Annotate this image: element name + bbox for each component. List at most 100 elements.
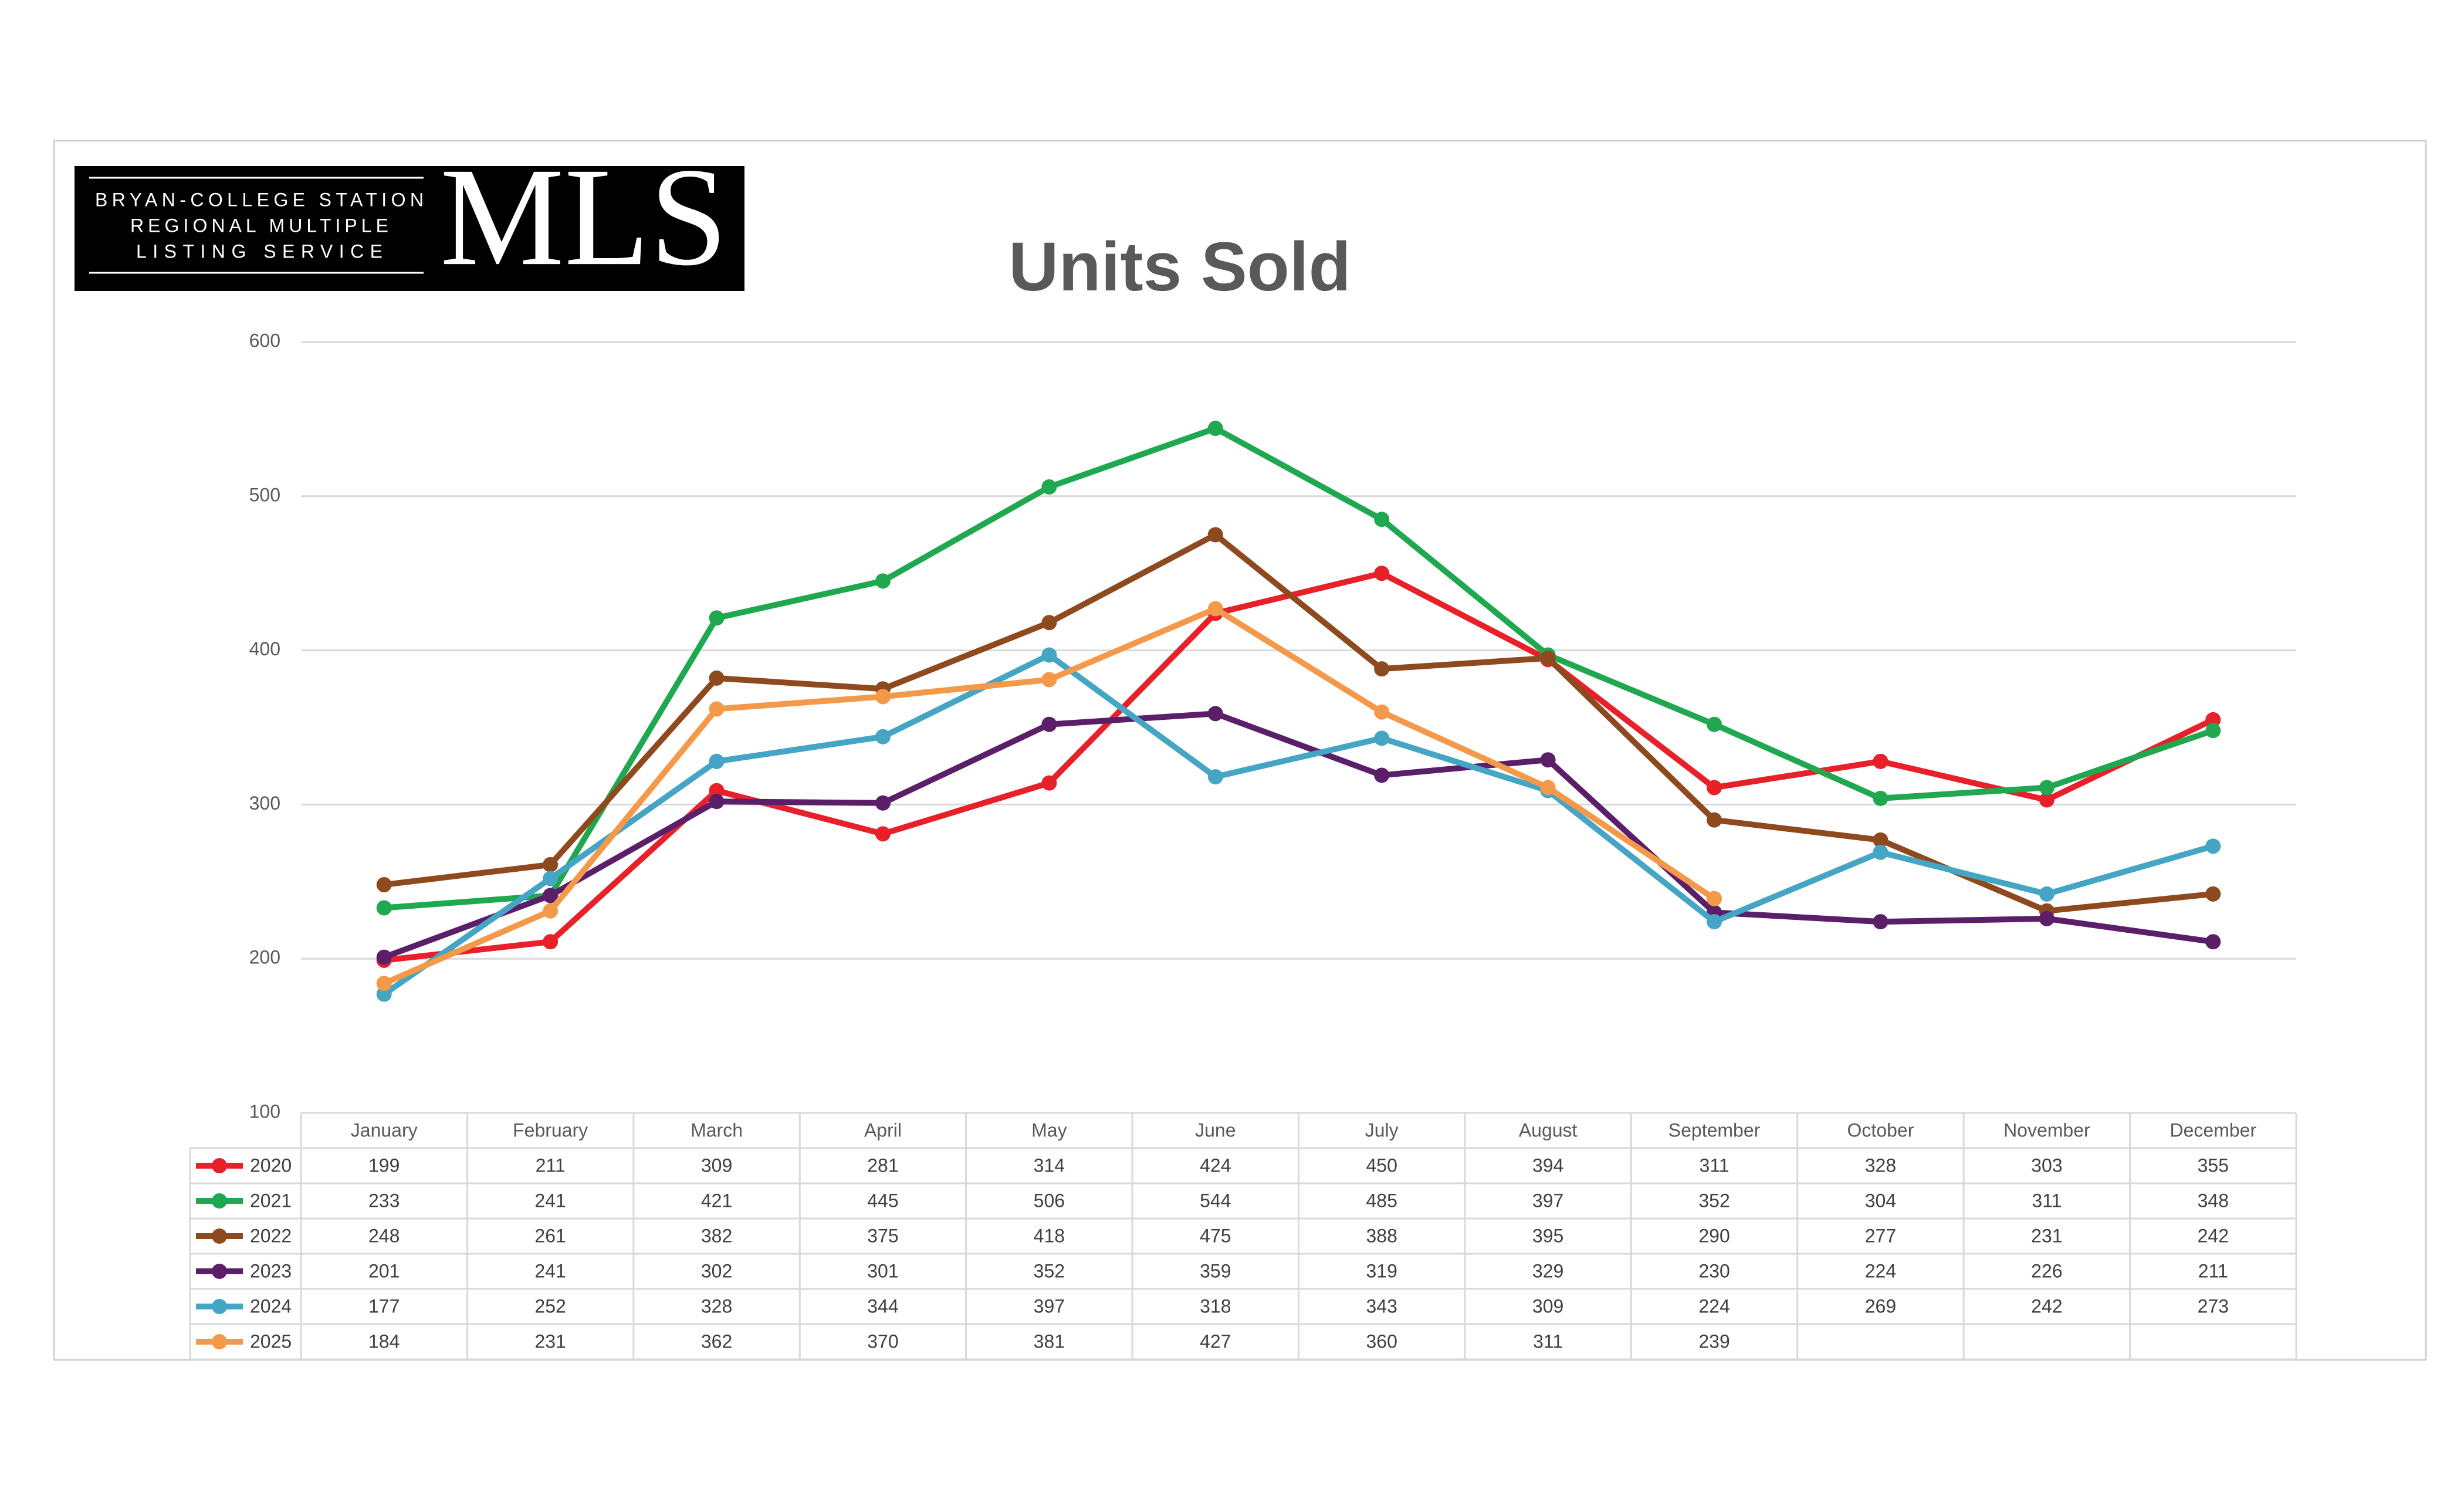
table-value: 362 [701, 1331, 732, 1352]
point [543, 857, 559, 872]
table-value: 475 [1200, 1225, 1231, 1246]
legend-swatch [212, 1299, 227, 1314]
series-line [384, 532, 2213, 914]
table-value: 424 [1200, 1155, 1231, 1176]
point [1540, 752, 1556, 768]
legend-swatch [212, 1264, 227, 1279]
table-value: 418 [1034, 1225, 1065, 1246]
table-value: 231 [2031, 1225, 2062, 1246]
table-value: 343 [1366, 1295, 1397, 1316]
point [1707, 812, 1722, 828]
table-value: 184 [368, 1331, 400, 1352]
logo-mark: MLS [440, 138, 727, 295]
table-value: 252 [534, 1295, 566, 1316]
point [875, 795, 891, 811]
point [1041, 615, 1057, 631]
point [2039, 792, 2055, 808]
x-tick-label: June [1195, 1119, 1236, 1140]
table-value: 319 [1366, 1260, 1397, 1281]
table-value: 230 [1698, 1260, 1729, 1281]
logo-text: BRYAN-COLLEGE STATION [95, 189, 424, 210]
table-value: 359 [1200, 1260, 1231, 1281]
table-value: 352 [1698, 1190, 1729, 1211]
table-value: 273 [2198, 1295, 2229, 1316]
table-value: 241 [534, 1190, 566, 1211]
point [1041, 647, 1057, 663]
table-value: 445 [867, 1190, 898, 1211]
table-value: 177 [368, 1295, 400, 1316]
y-tick-label: 600 [249, 330, 280, 351]
point [875, 826, 891, 842]
x-tick-label: May [1031, 1119, 1067, 1140]
point [875, 573, 891, 589]
legend-label: 2024 [250, 1295, 292, 1316]
table-value: 304 [1865, 1190, 1896, 1211]
table-value: 201 [368, 1260, 400, 1281]
point [709, 783, 725, 798]
table-value: 397 [1532, 1190, 1563, 1211]
table-value: 301 [867, 1260, 898, 1281]
table-value: 242 [2198, 1225, 2229, 1246]
table-value: 355 [2198, 1155, 2229, 1176]
table-value: 277 [1865, 1225, 1896, 1246]
table-value: 226 [2031, 1260, 2062, 1281]
table-value: 239 [1698, 1331, 1729, 1352]
point [1041, 716, 1057, 732]
table-value: 309 [1532, 1295, 1563, 1316]
table-value: 224 [1865, 1260, 1896, 1281]
table-value: 242 [2031, 1295, 2062, 1316]
table-value: 311 [2032, 1190, 2062, 1211]
chart-title: Units Sold [1008, 228, 1351, 306]
table-value: 311 [1700, 1155, 1729, 1176]
table-value: 395 [1532, 1225, 1563, 1246]
point [2205, 838, 2221, 854]
table-value: 381 [1034, 1331, 1065, 1352]
point [1707, 716, 1722, 732]
table-value: 427 [1200, 1331, 1231, 1352]
x-tick-label: October [1847, 1119, 1914, 1140]
table-value: 360 [1366, 1331, 1397, 1352]
table-value: 348 [2198, 1190, 2229, 1211]
point [1041, 479, 1057, 495]
point [709, 794, 725, 810]
legend-label: 2025 [250, 1331, 292, 1352]
point [1540, 650, 1556, 666]
point [1207, 527, 1223, 543]
point [1873, 914, 1888, 930]
point [709, 670, 725, 686]
table-value: 199 [368, 1155, 400, 1176]
point [2205, 934, 2221, 950]
point [1873, 844, 1888, 860]
series-line [384, 425, 2214, 911]
x-tick-label: July [1365, 1119, 1399, 1140]
table-value: 485 [1366, 1190, 1397, 1211]
x-tick-label: April [864, 1119, 902, 1140]
point [1374, 661, 1390, 677]
table-value: 314 [1034, 1155, 1065, 1176]
table-value: 544 [1200, 1190, 1231, 1211]
table-value: 248 [368, 1225, 400, 1246]
table-value: 261 [534, 1225, 566, 1246]
x-tick-label: January [351, 1119, 418, 1140]
table-value: 328 [1865, 1155, 1896, 1176]
point [2039, 780, 2055, 796]
point [1374, 767, 1390, 783]
legend-label: 2022 [250, 1225, 292, 1246]
point [376, 877, 392, 893]
table-value: 506 [1034, 1190, 1065, 1211]
table-value: 290 [1698, 1225, 1729, 1246]
point [709, 610, 725, 626]
table-value: 211 [536, 1155, 566, 1176]
point [376, 900, 392, 916]
table-value: 375 [867, 1225, 898, 1246]
point [543, 903, 559, 919]
point [2205, 712, 2221, 727]
legend-swatch [212, 1334, 227, 1349]
table-value: 303 [2031, 1155, 2062, 1176]
point [1207, 601, 1223, 617]
point [1873, 832, 1888, 848]
y-tick-label: 100 [249, 1101, 280, 1122]
point [1707, 780, 1722, 796]
table-value: 311 [1533, 1331, 1563, 1352]
